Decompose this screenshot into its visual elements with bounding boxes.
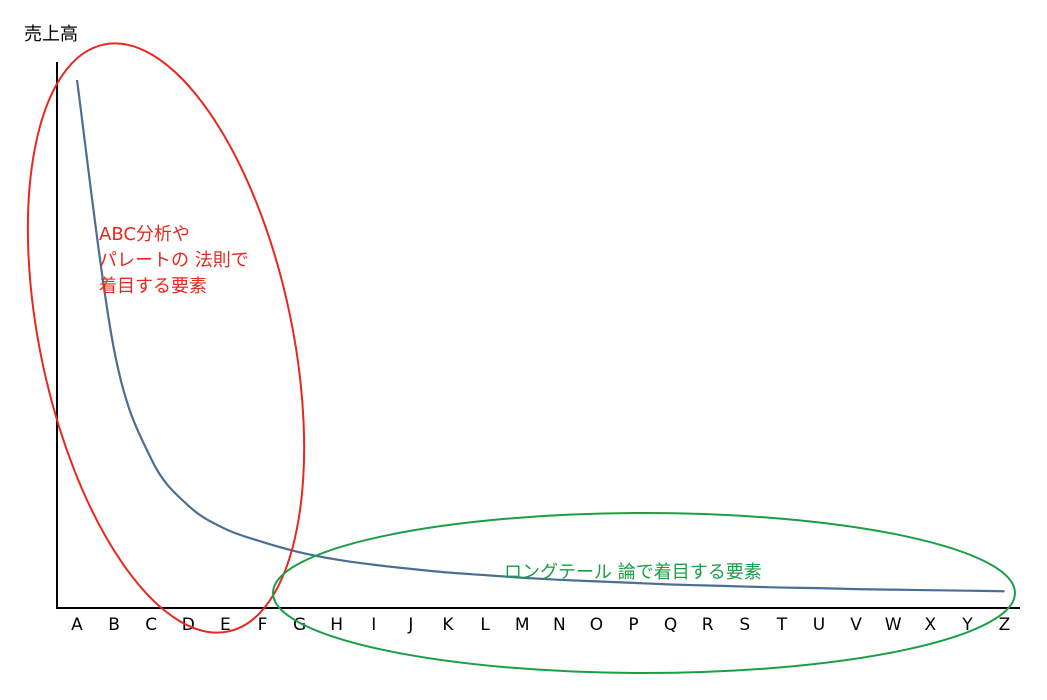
x-tick-label: B [108, 615, 120, 635]
annotation-abc-line-1: ABC分析や [99, 224, 190, 245]
annotation-ellipse-abc [26, 42, 306, 634]
annotation-abc-line-2: パレートの 法則で [99, 250, 249, 271]
annotation-abc-line-3: 着目する要素 [99, 276, 207, 297]
x-tick-label: C [145, 615, 157, 635]
x-tick-label: E [220, 615, 231, 635]
x-tick-label: X [924, 615, 936, 635]
x-tick-label: O [590, 615, 603, 635]
x-tick-label: Z [999, 615, 1011, 635]
x-tick-label: V [850, 615, 862, 635]
x-tick-label: I [371, 615, 376, 635]
x-tick-label: L [480, 615, 490, 635]
annotation-ellipse-longtail [272, 512, 1016, 674]
x-tick-label: R [702, 615, 714, 635]
x-tick-label: T [776, 615, 788, 635]
x-tick-label: A [71, 615, 83, 635]
x-tick-label: H [330, 615, 343, 635]
x-tick-label: J [407, 615, 413, 635]
x-tick-label: W [885, 615, 902, 635]
x-tick-label: Q [664, 615, 677, 635]
x-tick-label: N [553, 615, 566, 635]
x-tick-label: Y [961, 615, 973, 635]
x-tick-label: S [739, 615, 750, 635]
series-line [75, 79, 1005, 593]
x-tick-label: P [628, 615, 638, 635]
x-tick-label: M [515, 615, 530, 635]
y-axis-label: 売上高 [24, 24, 78, 45]
data-points [76, 79, 1005, 592]
x-tick-label: K [442, 615, 454, 635]
x-tick-label: F [258, 615, 268, 635]
annotation-longtail-line-1: ロングテール 論で着目する要素 [504, 562, 762, 583]
x-tick-label: U [813, 615, 825, 635]
